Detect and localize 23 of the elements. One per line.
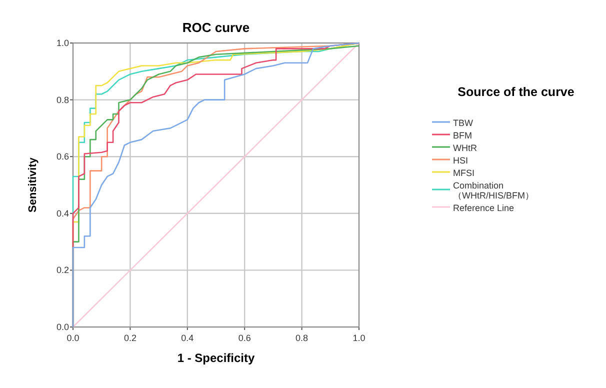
x-tick-label: 0.6 — [238, 333, 251, 343]
x-axis-title: 1 - Specificity — [177, 351, 255, 365]
x-tick-label: 0.2 — [124, 333, 136, 343]
y-axis-title: Sensitivity — [27, 156, 39, 213]
legend-title: Source of the curve — [458, 85, 574, 99]
legend-label: Combination（WHtR/HIS/BFM） — [453, 180, 534, 200]
legend-label: TBW — [453, 118, 474, 128]
legend-label: HSI — [453, 156, 468, 166]
chart-title: ROC curve — [182, 20, 250, 35]
legend-label: BFM — [453, 130, 472, 140]
y-tick-label: 0.2 — [56, 265, 69, 276]
y-tick-label: 0.8 — [56, 94, 69, 105]
legend-label: Reference Line — [453, 203, 514, 213]
legend-label: MFSI — [453, 168, 474, 178]
x-tick-label: 0.0 — [66, 333, 80, 343]
x-tick-label: 0.8 — [296, 333, 308, 343]
y-tick-label: 0.4 — [56, 208, 69, 218]
legend-label: WHtR — [453, 143, 478, 153]
x-tick-label: 1.0 — [352, 333, 366, 343]
x-tick-label: 0.4 — [181, 333, 194, 343]
y-tick-label: 1.0 — [56, 38, 69, 48]
y-tick-label: 0.0 — [56, 322, 69, 332]
y-tick-label: 0.6 — [56, 152, 69, 162]
